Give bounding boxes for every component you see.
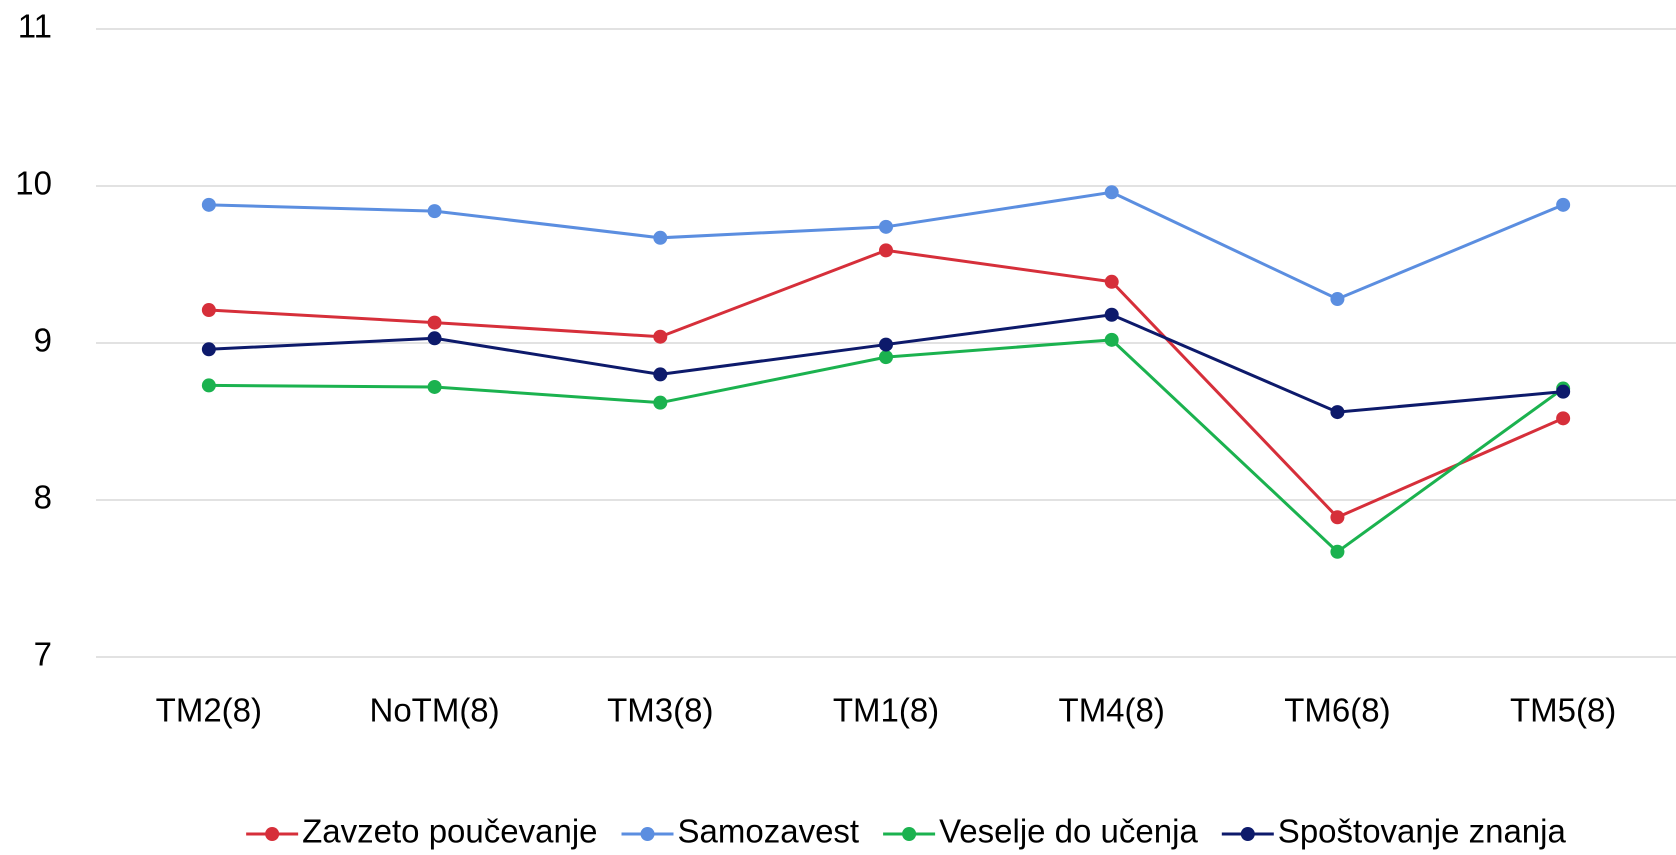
legend-item: Zavzeto poučevanje <box>246 813 598 850</box>
data-point <box>1556 384 1571 399</box>
y-tick-label: 7 <box>34 636 52 673</box>
data-point <box>653 230 668 245</box>
x-tick-label: TM4(8) <box>1059 692 1165 729</box>
legend-label: Veselje do učenja <box>939 813 1198 850</box>
legend-label: Samozavest <box>678 813 860 850</box>
data-point <box>1330 544 1345 559</box>
data-point <box>653 367 668 382</box>
data-point <box>201 303 216 318</box>
data-point <box>1330 292 1345 307</box>
y-tick-label: 11 <box>18 8 52 45</box>
data-point <box>201 378 216 393</box>
data-point <box>879 350 893 365</box>
data-point <box>427 379 442 394</box>
data-point <box>427 315 442 330</box>
data-point <box>1104 332 1119 347</box>
data-point <box>1330 405 1345 420</box>
x-tick-label: TM3(8) <box>607 692 713 729</box>
data-point <box>1330 510 1345 525</box>
legend-label: Zavzeto poučevanje <box>302 813 597 850</box>
data-point <box>1556 197 1571 212</box>
data-point <box>201 342 216 357</box>
data-point <box>653 395 668 410</box>
data-point <box>427 331 442 346</box>
data-point <box>879 243 893 258</box>
data-point <box>427 204 442 219</box>
x-tick-label: TM5(8) <box>1510 692 1616 729</box>
legend-marker <box>1240 827 1255 841</box>
x-tick-label: TM1(8) <box>833 692 939 729</box>
data-point <box>879 219 893 234</box>
data-point <box>879 337 893 352</box>
series-line <box>208 338 1565 554</box>
y-tick-label: 9 <box>34 322 52 359</box>
data-point <box>1104 185 1119 200</box>
legend-item: Veselje do učenja <box>883 813 1198 850</box>
data-point <box>1104 307 1119 322</box>
y-tick-label: 8 <box>34 479 52 516</box>
x-tick-label: TM2(8) <box>156 692 262 729</box>
legend-marker <box>640 827 655 841</box>
legend-label: Spoštovanje znanja <box>1278 813 1567 850</box>
y-tick-label: 10 <box>15 165 52 202</box>
data-point <box>1104 274 1119 289</box>
x-tick-label: TM6(8) <box>1284 692 1390 729</box>
data-point <box>201 197 216 212</box>
legend-marker <box>265 827 280 841</box>
legend-item: Spoštovanje znanja <box>1221 813 1567 850</box>
data-point <box>1556 411 1571 426</box>
legend-marker <box>902 827 917 841</box>
x-tick-label: NoTM(8) <box>369 692 499 729</box>
data-point <box>653 329 668 344</box>
legend-item: Samozavest <box>621 813 860 850</box>
